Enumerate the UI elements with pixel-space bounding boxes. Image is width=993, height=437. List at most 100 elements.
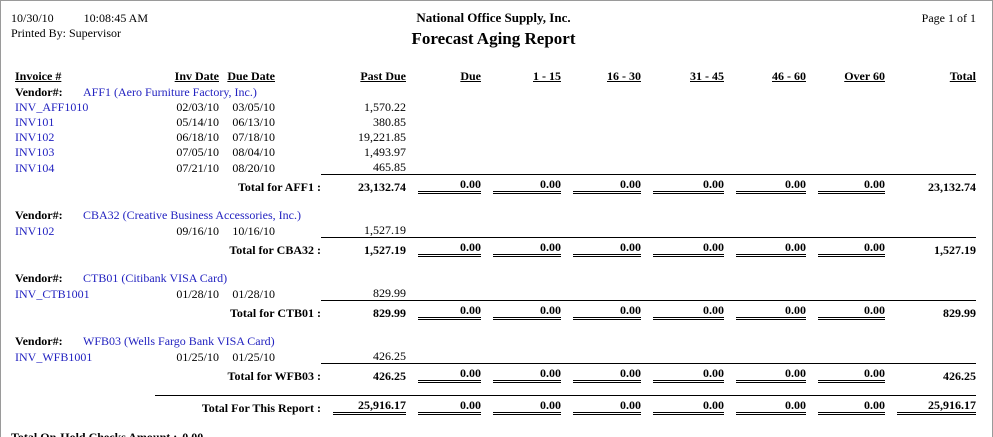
- empty-bucket-cell: [885, 348, 976, 364]
- empty-bucket-cell: [561, 285, 641, 301]
- empty-bucket-cell: [724, 144, 806, 159]
- vendor-total: 23,132.74: [885, 174, 976, 196]
- vendor-total: 829.99: [321, 300, 406, 322]
- vendor-total: 0.00: [406, 174, 481, 196]
- empty-bucket-cell: [481, 285, 561, 301]
- report-total-value: 0.00: [418, 399, 481, 415]
- spacer-row: [15, 259, 976, 269]
- print-time: 10:08:45 AM: [83, 11, 149, 25]
- invoice-number-link[interactable]: INV101: [15, 115, 55, 129]
- vendor-name-link[interactable]: CTB01 (Citibank VISA Card): [83, 271, 228, 285]
- vendor-total-value: 0.00: [818, 241, 885, 257]
- invoice-number-link[interactable]: INV102: [15, 130, 55, 144]
- vendor-name-link[interactable]: WFB03 (Wells Fargo Bank VISA Card): [83, 334, 275, 348]
- due-date-cell: 10/16/10: [232, 223, 275, 238]
- spacer: [15, 322, 976, 332]
- vendor-total-value: 0.00: [818, 304, 885, 320]
- empty-bucket-cell: [481, 129, 561, 144]
- col-header-label: Over 60: [844, 69, 885, 83]
- printed-by: Printed By: Supervisor: [11, 26, 121, 40]
- vendor-total: 0.00: [561, 363, 641, 385]
- empty-bucket-cell: [641, 129, 724, 144]
- col-header: Due Date: [219, 65, 321, 83]
- vendor-total: 0.00: [641, 363, 724, 385]
- empty-bucket-cell: [561, 144, 641, 159]
- empty-bucket-cell: [641, 99, 724, 114]
- spacer: [15, 385, 976, 396]
- col-header: Due: [406, 65, 481, 83]
- empty-bucket-cell: [561, 114, 641, 129]
- report-total: 0.00: [406, 395, 481, 417]
- vendor-total-value: 0.00: [493, 304, 561, 320]
- spacer: [15, 196, 976, 206]
- vendor-row: Vendor#: WFB03 (Wells Fargo Bank VISA Car…: [15, 332, 976, 348]
- empty-bucket-cell: [481, 99, 561, 114]
- empty-bucket-cell: [806, 129, 885, 144]
- col-header: 46 - 60: [724, 65, 806, 83]
- invoice-number-link[interactable]: INV103: [15, 145, 55, 159]
- empty-bucket-cell: [724, 99, 806, 114]
- due-date-cell: 08/20/10: [232, 160, 275, 175]
- vendor-total-value: 0.00: [418, 367, 481, 383]
- empty-bucket-cell: [481, 348, 561, 364]
- empty-bucket-cell: [481, 114, 561, 129]
- invoice-number-link[interactable]: INV_CTB1001: [15, 286, 90, 301]
- report-total-value: 0.00: [818, 399, 885, 415]
- vendor-total-row: Total for AFF1 :23,132.74 0.00 0.00 0.00 0.0…: [15, 174, 976, 196]
- invoice-number-link[interactable]: INV104: [15, 160, 55, 175]
- inv-date-cell: 01/28/10: [176, 286, 219, 301]
- vendor-label: Vendor#:: [15, 85, 63, 99]
- inv-date-cell: 09/16/10: [176, 223, 219, 238]
- invoice-number-link[interactable]: INV_AFF1010: [15, 100, 89, 114]
- empty-bucket-cell: [406, 129, 481, 144]
- vendor-total: 0.00: [641, 237, 724, 259]
- col-header: Inv Date: [155, 65, 219, 83]
- vendor-total: 1,527.19: [321, 237, 406, 259]
- vendor-total-value: 0.00: [653, 178, 724, 194]
- empty-bucket-cell: [406, 99, 481, 114]
- on-hold-value: 0.00: [182, 430, 204, 437]
- vendor-total: 0.00: [561, 174, 641, 196]
- vendor-total: 426.25: [885, 363, 976, 385]
- empty-bucket-cell: [641, 114, 724, 129]
- vendor-total-value: 0.00: [736, 241, 806, 257]
- vendor-total-value: 0.00: [653, 367, 724, 383]
- vendor-total-row: Total for CBA32 :1,527.19 0.00 0.00 0.00 0.0…: [15, 237, 976, 259]
- due-date-cell: 01/28/10: [232, 286, 275, 301]
- inv-date-cell: 05/14/10: [176, 115, 219, 129]
- past-due-cell: 1,527.19: [364, 223, 406, 237]
- empty-bucket-cell: [885, 222, 976, 238]
- col-header-label: Total: [949, 69, 976, 83]
- vendor-total: 0.00: [561, 300, 641, 322]
- col-header-label: Invoice #: [15, 69, 62, 83]
- report-total: 0.00: [561, 395, 641, 417]
- empty-bucket-cell: [806, 99, 885, 114]
- vendor-total: 0.00: [724, 237, 806, 259]
- report-total-value: 0.00: [493, 399, 561, 415]
- report-title-block: National Office Supply, Inc. Forecast Ag…: [251, 11, 736, 49]
- vendor-name-link[interactable]: CBA32 (Creative Business Accessories, In…: [83, 208, 301, 222]
- report-total: 0.00: [806, 395, 885, 417]
- vendor-total-value: 0.00: [493, 178, 561, 194]
- vendor-total: 0.00: [406, 363, 481, 385]
- past-due-cell: 1,570.22: [364, 100, 406, 114]
- empty-bucket-cell: [561, 159, 641, 175]
- empty-bucket-cell: [561, 99, 641, 114]
- inv-date-cell: 02/03/10: [176, 100, 219, 114]
- vendor-total: 23,132.74: [321, 174, 406, 196]
- col-header: 16 - 30: [561, 65, 641, 83]
- vendor-total-label: Total for CBA32 :: [229, 243, 321, 257]
- invoice-number-link[interactable]: INV102: [15, 223, 55, 238]
- vendor-total-value: 0.00: [736, 367, 806, 383]
- report-total-value: 0.00: [573, 399, 641, 415]
- vendor-name-link[interactable]: AFF1 (Aero Furniture Factory, Inc.): [83, 85, 257, 99]
- empty-bucket-cell: [406, 114, 481, 129]
- empty-bucket-cell: [561, 348, 641, 364]
- invoice-number-link[interactable]: INV_WFB1001: [15, 349, 93, 364]
- lead-cell: [15, 396, 155, 418]
- spacer-row: [15, 385, 976, 396]
- vendor-total: 0.00: [481, 363, 561, 385]
- report-title: Forecast Aging Report: [411, 29, 576, 48]
- print-date: 10/30/10: [11, 11, 54, 25]
